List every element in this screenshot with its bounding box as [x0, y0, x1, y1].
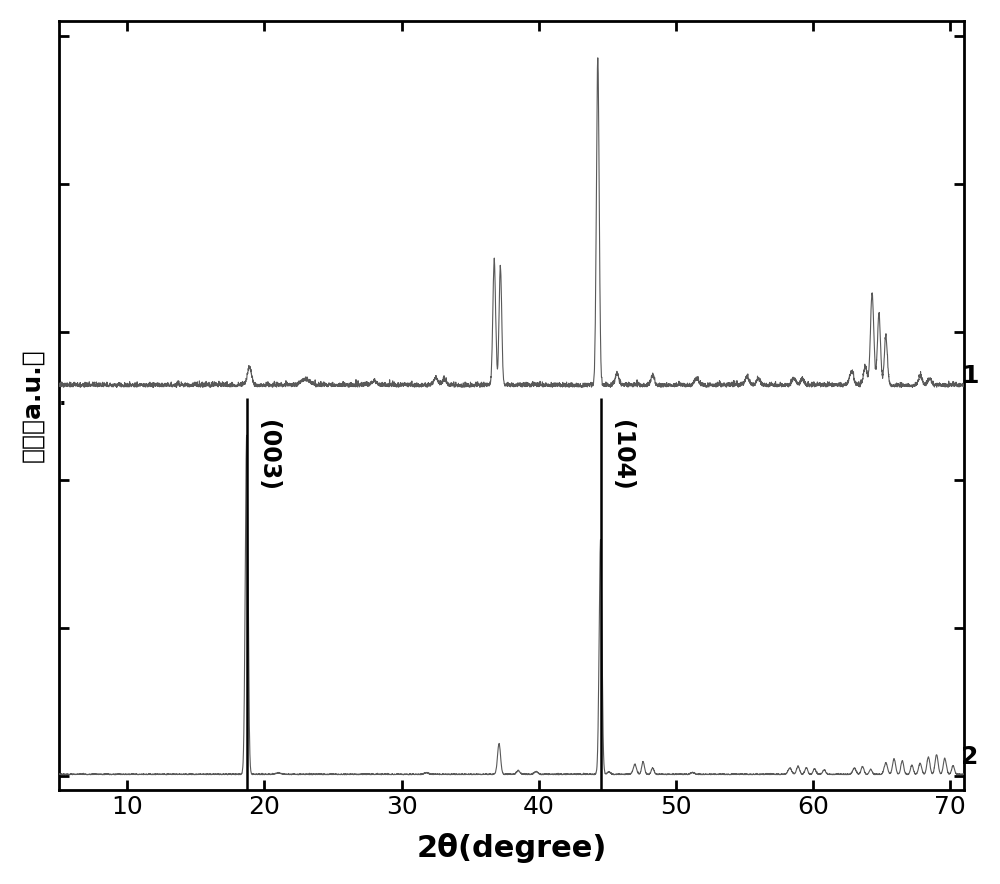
Text: 1: 1 [961, 364, 979, 388]
Text: (003): (003) [256, 421, 280, 492]
Text: 2: 2 [961, 745, 979, 769]
Y-axis label: 强度（a.u.）: 强度（a.u.） [21, 349, 45, 462]
Text: (104): (104) [610, 421, 634, 492]
X-axis label: 2θ(degree): 2θ(degree) [416, 833, 607, 863]
Text: ·: · [58, 391, 68, 420]
